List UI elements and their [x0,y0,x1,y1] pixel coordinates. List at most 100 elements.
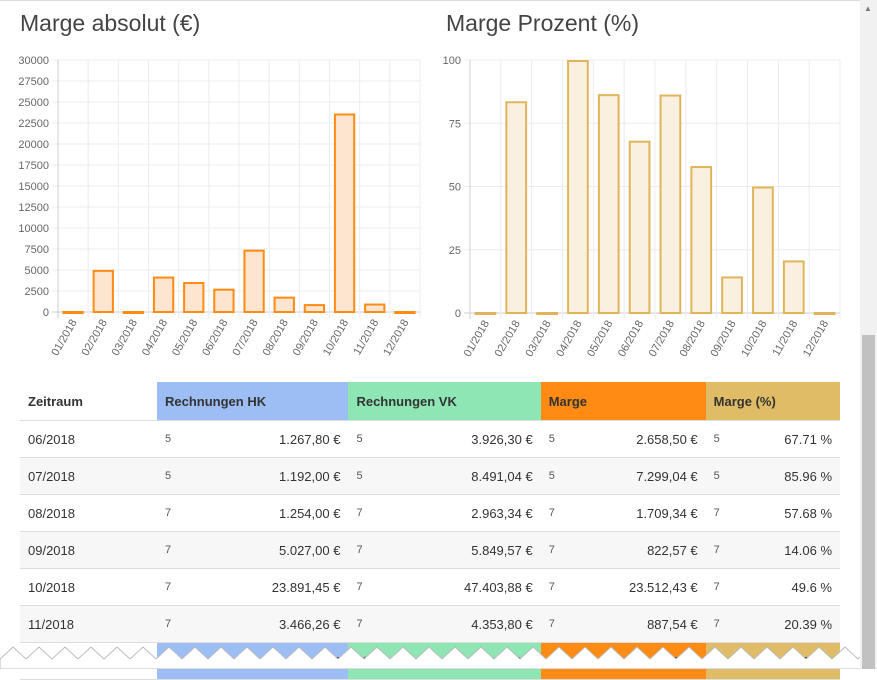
bar[interactable] [721,276,743,315]
cell-m_n: 7 [540,568,563,606]
cell-period: 07/2018 [20,457,157,495]
x-tick-label: 12/2018 [381,318,411,358]
cell-vk_n: 7 [348,605,371,643]
column-header[interactable]: Marge (%) [705,382,840,421]
cell-p: 85.96 % [727,457,840,495]
y-tick-label: 0 [455,308,461,320]
x-tick-label: 06/2018 [200,318,230,358]
x-tick-label: 09/2018 [708,319,738,359]
y-tick-label: 25 [449,245,461,257]
table-header-row: Zeitraum Rechnungen HK Rechnungen VK Marge M… [20,382,840,421]
x-tick-label: 10/2018 [739,319,769,359]
cell-vk: 8.491,04 € [370,457,541,495]
cell-hk: 3.466,26 € [179,605,349,643]
bar[interactable] [752,186,774,314]
cell-m_n: 7 [540,605,563,643]
scroll-up-arrow-icon[interactable]: ▲ [864,4,872,13]
x-tick-label: 01/2018 [462,319,492,359]
chart-title-percent: Marge Prozent (%) [446,10,640,36]
bar[interactable] [364,303,386,314]
bar[interactable] [659,94,682,315]
scrollbar[interactable]: ▲ [860,0,877,669]
cell-p_n: 7 [705,494,728,532]
cell-vk_n: 5 [348,457,371,495]
y-tick-label: 10000 [18,223,49,235]
bar[interactable] [333,113,356,313]
cell-vk: 2.963,34 € [370,494,541,532]
x-tick-label: 10/2018 [321,318,351,358]
bar[interactable] [597,94,620,314]
bar[interactable] [152,276,175,313]
bar[interactable] [782,260,805,314]
bar[interactable] [273,296,295,313]
cell-hk_n: 5 [157,457,179,495]
y-tick-label: 100 [443,55,461,67]
cell-p: 67.71 % [727,420,840,458]
x-tick-label: 03/2018 [110,318,140,358]
cell-period: 09/2018 [20,531,157,569]
torn-edge [0,646,877,669]
table-row: 08/2018 7 1.254,00 €7 2.963,34 €7 1.709,34 €… [20,494,840,532]
column-header[interactable]: Marge [540,382,706,421]
cell-m_n: 7 [540,531,563,569]
cell-hk: 1.192,00 € [179,457,349,495]
column-header[interactable]: Rechnungen HK [157,382,349,421]
bar[interactable] [92,269,114,313]
x-tick-label: 07/2018 [647,319,677,359]
bar[interactable] [122,311,145,314]
column-header[interactable]: Zeitraum [20,382,157,421]
bar[interactable] [183,282,205,314]
x-tick-label: 01/2018 [49,318,79,358]
cell-period: 06/2018 [20,420,157,458]
table-row: 09/2018 7 5.027,00 €7 5.849,57 €7 822,57 €7 1… [20,531,840,569]
cell-p_n: 5 [705,420,728,458]
bar[interactable] [243,249,265,313]
cell-vk_n: 7 [348,531,371,569]
y-tick-label: 7500 [25,244,49,256]
x-tick-label: 02/2018 [493,319,523,359]
bar[interactable] [394,311,416,314]
y-tick-label: 5000 [25,265,49,277]
y-tick-label: 20000 [18,139,49,151]
cell-hk_n: 7 [157,531,179,569]
x-tick-label: 08/2018 [678,319,708,359]
bar[interactable] [474,312,497,315]
cell-p_n: 7 [705,605,728,643]
cell-p: 14.06 % [727,531,840,569]
bar[interactable] [62,311,84,314]
cell-vk_n: 5 [348,420,371,458]
bar[interactable] [567,60,589,315]
column-header[interactable]: Rechnungen VK [348,382,541,421]
cell-vk: 5.849,57 € [370,531,541,569]
cell-m: 7.299,04 € [562,457,706,495]
cell-m_n: 5 [540,420,563,458]
bar[interactable] [813,312,836,315]
cell-hk_n: 5 [157,420,179,458]
chart-marge-absolut: 0 2500 5000 7500 10000 12500 15000 17500 20000 22… [18,55,421,358]
cell-vk: 47.403,88 € [370,568,541,606]
bar[interactable] [628,140,651,315]
y-tick-label: 75 [449,118,461,130]
cell-m_n: 5 [540,457,563,495]
cell-vk_n: 7 [348,494,371,532]
cell-p_n: 5 [705,457,728,495]
scrollbar-thumb[interactable] [862,335,875,669]
x-tick-label: 04/2018 [140,318,170,358]
bar[interactable] [303,304,326,314]
bar[interactable] [690,166,713,315]
y-tick-label: 50 [449,182,461,194]
cell-hk: 1.267,80 € [179,420,349,458]
x-tick-label: 05/2018 [585,319,615,359]
bar[interactable] [213,288,235,313]
bar[interactable] [505,101,528,314]
cell-hk: 1.254,00 € [179,494,349,532]
cell-p_n: 7 [705,531,728,569]
table-row: 06/2018 5 1.267,80 €5 3.926,30 €5 2.658,50 €… [20,420,840,458]
cell-hk_n: 7 [157,494,179,532]
x-tick-label: 05/2018 [170,318,200,358]
bar[interactable] [536,312,558,315]
cell-m: 2.658,50 € [562,420,706,458]
margin-table: Zeitraum Rechnungen HK Rechnungen VK Marge M… [20,382,840,680]
cell-period: 10/2018 [20,568,157,606]
cell-m: 1.709,34 € [562,494,706,532]
